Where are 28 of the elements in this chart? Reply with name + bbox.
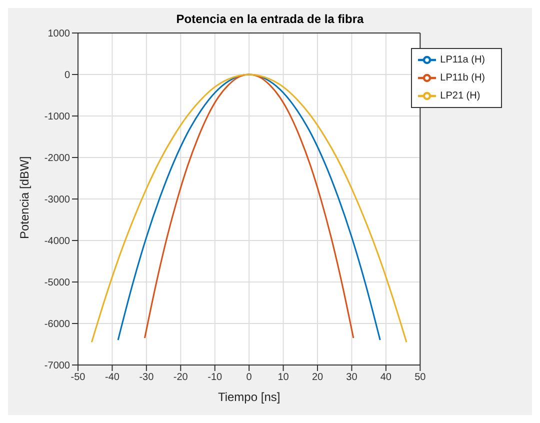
- y-tick-label: -2000: [44, 153, 70, 164]
- x-tick-label: 10: [278, 372, 290, 384]
- y-tick-label: -5000: [44, 278, 70, 289]
- x-tick-label: -10: [208, 372, 223, 384]
- x-tick-label: 50: [414, 372, 426, 384]
- legend-label: LP11b (H): [440, 72, 485, 84]
- x-tick-label: -20: [173, 372, 188, 384]
- y-tick-label: -6000: [44, 319, 70, 330]
- x-tick-label: -40: [104, 372, 120, 384]
- y-axis-title: Potencia [dBW]: [17, 156, 32, 239]
- chart-title: Potencia en la entrada de la fibra: [175, 12, 365, 26]
- x-tick-label: 20: [312, 372, 324, 384]
- x-tick-label: 40: [380, 372, 392, 384]
- legend-label: LP21 (H): [440, 90, 480, 102]
- x-tick-label: -50: [70, 372, 86, 384]
- line-series: [90, 74, 408, 343]
- x-tick-label: 30: [346, 372, 358, 384]
- x-tick-label: -30: [139, 372, 154, 384]
- x-axis-title: Tiempo [ns]: [218, 390, 280, 404]
- y-tick-label: -7000: [44, 360, 70, 372]
- y-tick-label: 0: [64, 70, 70, 82]
- y-tick-label: 1000: [48, 28, 70, 40]
- legend-label: LP11a (H): [440, 54, 485, 66]
- y-tick-label: -1000: [44, 112, 70, 123]
- x-tick-label: 0: [246, 372, 252, 384]
- line-series: [144, 74, 354, 339]
- y-tick-label: -4000: [44, 236, 70, 248]
- y-tick-label: -3000: [44, 194, 70, 206]
